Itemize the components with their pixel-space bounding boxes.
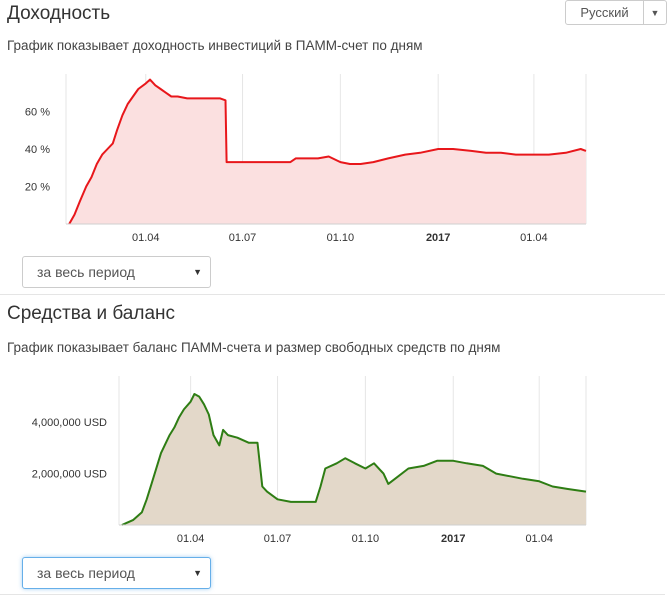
x-tick-label: 01.04 [520,232,548,244]
funds-chart: 01.04 01.07 01.10 2017 01.04 2,000,000 USD 4,0… [32,376,587,545]
y-tick-label: 60 % [25,107,50,119]
series-area [69,79,586,224]
x-tick-label: 01.10 [327,232,355,244]
y-tick-label: 20 % [25,182,50,194]
language-label: Русский [580,5,629,20]
x-tick-label: 01.04 [132,232,160,244]
series-area [121,394,587,525]
funds-title: Средства и баланс [7,303,176,324]
series-line [121,393,587,526]
section-divider [0,294,665,295]
period-select-value: за весь период [37,264,135,280]
dropdown-arrow-icon: ▼ [193,568,202,578]
x-tick-label: 01.07 [264,533,292,545]
funds-period-select[interactable]: за весь период ▼ [22,557,211,589]
funds-description: График показывает баланс ПАММ-счета и ра… [7,340,501,355]
x-tick-label: 01.10 [352,533,380,545]
x-tick-label: 01.04 [525,533,553,545]
x-tick-label: 2017 [441,533,465,545]
dropdown-arrow-icon: ▼ [193,267,202,277]
x-tick-label: 2017 [426,232,450,244]
profitability-description: График показывает доходность инвестиций … [7,38,423,53]
y-tick-label: 40 % [25,144,50,156]
series-line [68,78,587,225]
language-dropdown[interactable]: Русский ▼ [565,0,667,25]
profitability-period-select[interactable]: за весь период ▼ [22,256,211,288]
profitability-chart: 01.04 01.07 01.10 2017 01.04 20 % 40 % 60 % [25,74,587,244]
y-tick-label: 2,000,000 USD [32,469,107,481]
period-select-value: за весь период [37,565,135,581]
y-tick-label: 4,000,000 USD [32,417,107,429]
x-tick-label: 01.07 [229,232,257,244]
x-tick-label: 01.04 [177,533,205,545]
caret-down-icon[interactable]: ▼ [643,1,666,24]
profitability-title: Доходность [7,3,111,24]
